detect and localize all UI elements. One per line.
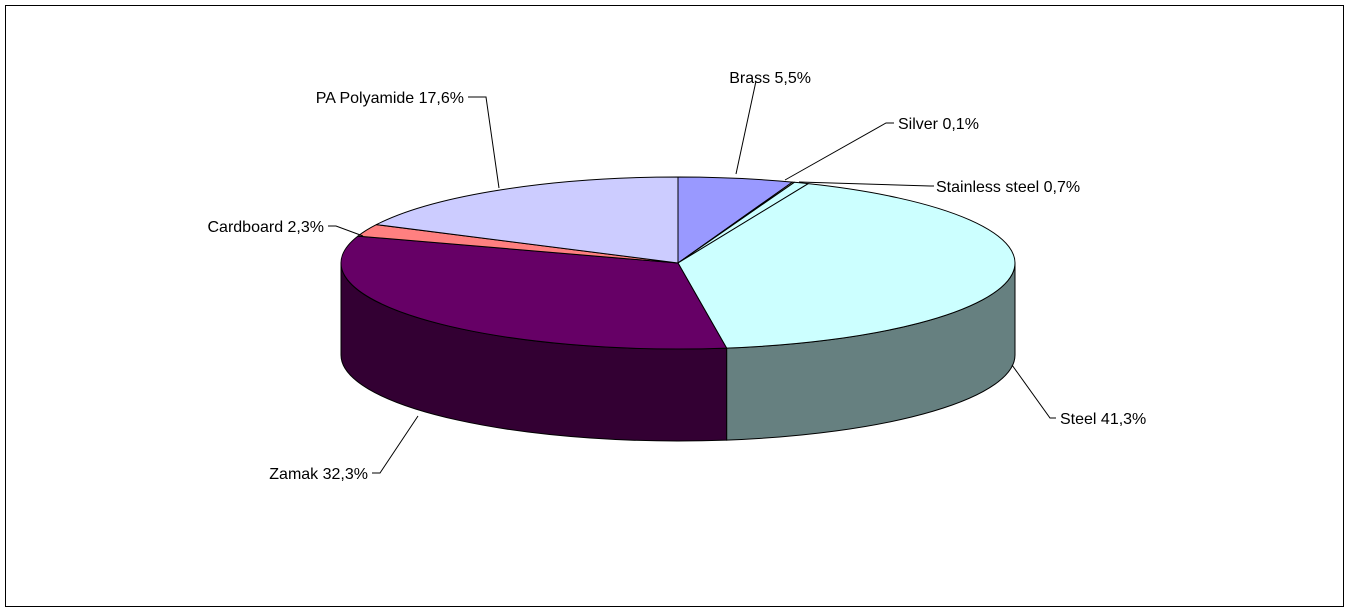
pie-slice-steel xyxy=(677,183,1016,349)
pie-slice-pa-polyamide xyxy=(375,176,679,264)
data-labels: Brass 5,5% Silver 0,1% Stainless steel 0,7… xyxy=(207,70,1146,483)
data-label-brass: Brass 5,5% xyxy=(729,70,811,87)
leader-lines xyxy=(328,80,1056,474)
data-label-steel: Steel 41,3% xyxy=(1060,411,1146,428)
leader-line-zamak xyxy=(372,415,419,474)
leader-line-stainless-steel xyxy=(798,181,934,187)
leader-line-pa-polyamide xyxy=(468,96,500,189)
data-label-cardboard: Cardboard 2,3% xyxy=(207,219,324,236)
data-label-zamak: Zamak 32,3% xyxy=(269,466,368,483)
data-label-pa-polyamide: PA Polyamide 17,6% xyxy=(316,90,464,107)
pie-tops xyxy=(340,176,1016,350)
data-label-silver: Silver 0,1% xyxy=(898,116,979,133)
leader-line-silver xyxy=(784,122,894,181)
leader-line-steel xyxy=(1011,364,1056,419)
pie-chart: Brass 5,5% Silver 0,1% Stainless steel 0,7… xyxy=(207,70,1146,483)
leader-line-brass xyxy=(735,80,757,175)
leader-line-cardboard xyxy=(328,225,364,237)
chart-frame: Brass 5,5% Silver 0,1% Stainless steel 0,7… xyxy=(5,5,1344,607)
data-label-stainless-steel: Stainless steel 0,7% xyxy=(936,179,1080,196)
pie-slice-zamak xyxy=(340,235,728,350)
